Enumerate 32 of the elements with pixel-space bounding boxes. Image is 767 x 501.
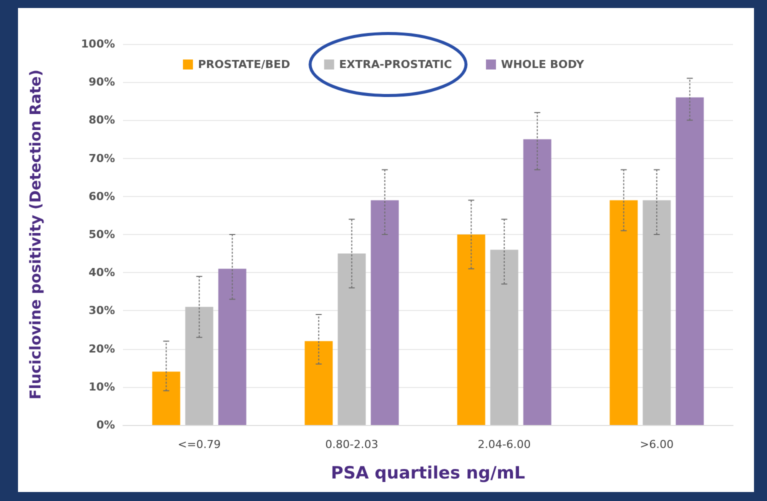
y-tick-label: 90% [88,76,115,89]
bar [610,200,638,425]
y-tick-label: 30% [88,304,115,318]
bar [370,200,399,425]
bar [218,268,246,425]
legend-label: WHOLE BODY [500,58,586,71]
y-tick-label: 40% [88,266,115,280]
bar [304,341,333,425]
bar [338,254,366,425]
bar [523,139,552,425]
y-axis-title: Fluciclovine positivity (Detection Rate) [26,69,44,400]
y-tick-label: 10% [88,380,115,394]
x-tick-label: 2.04-6.00 [478,438,531,451]
x-tick-label: >6.00 [640,438,674,451]
y-tick-label: 0% [96,418,115,432]
y-tick-label: 60% [88,190,115,203]
y-tick-label: 70% [88,152,115,165]
x-tick-label: <=0.79 [178,438,221,451]
bar [642,200,671,425]
x-tick-label: 0.80-2.03 [325,438,378,451]
bar [457,234,486,425]
y-tick-label: 100% [81,38,115,50]
y-tick-label: 50% [88,228,115,241]
y-tick-label: 20% [88,342,115,356]
bar [490,250,518,425]
bar [676,97,704,425]
bar [152,372,180,425]
legend-label: EXTRA-PROSTATIC [339,58,452,71]
x-axis-title: PSA quartiles ng/mL [330,464,526,484]
legend-label: PROSTATE/BED [198,58,290,71]
bar [185,306,214,425]
y-tick-label: 80% [88,114,115,127]
